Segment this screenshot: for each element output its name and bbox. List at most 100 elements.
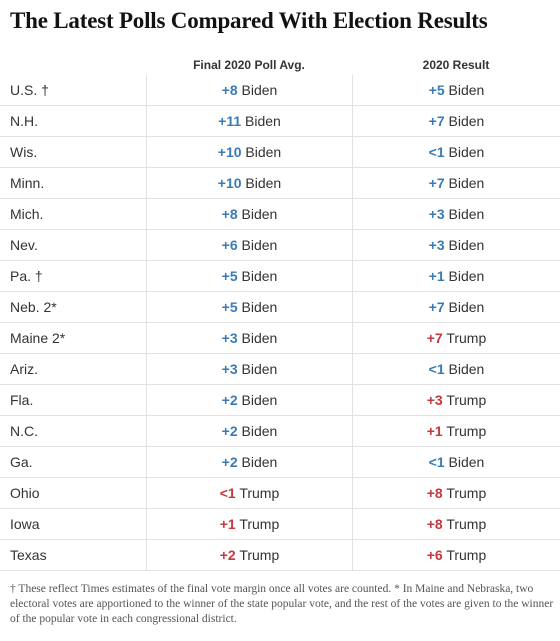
result-candidate: Biden: [448, 82, 485, 98]
poll-margin: +2: [221, 423, 238, 439]
result-candidate: Biden: [448, 299, 485, 315]
result-cell: <1 Biden: [352, 447, 560, 477]
result-candidate: Trump: [446, 392, 487, 408]
poll-cell: +2 Biden: [146, 385, 352, 415]
table-row: Ohio <1 Trump +8 Trump: [0, 478, 560, 509]
poll-candidate: Biden: [241, 361, 278, 377]
result-margin: +7: [428, 113, 445, 129]
result-margin: +1: [428, 268, 445, 284]
state-label: Nev.: [10, 237, 38, 253]
state-label: Minn.: [10, 175, 45, 191]
table-row: Texas +2 Trump +6 Trump: [0, 540, 560, 571]
table-row: Ga. +2 Biden <1 Biden: [0, 447, 560, 478]
result-margin: +7: [428, 175, 445, 191]
result-margin: +7: [428, 299, 445, 315]
table-row: Neb. 2* +5 Biden +7 Biden: [0, 292, 560, 323]
table-header: Final 2020 Poll Avg. 2020 Result: [0, 58, 560, 76]
poll-candidate: Biden: [241, 392, 278, 408]
poll-margin: +11: [218, 113, 242, 129]
result-cell: +7 Trump: [352, 323, 560, 353]
result-candidate: Biden: [448, 175, 485, 191]
result-margin: +5: [428, 82, 445, 98]
state-label: N.H.: [10, 113, 38, 129]
result-margin: +6: [426, 547, 443, 563]
table-row: Fla. +2 Biden +3 Trump: [0, 385, 560, 416]
state-label: Texas: [10, 547, 47, 563]
poll-margin: <1: [219, 485, 236, 501]
poll-cell: +2 Biden: [146, 447, 352, 477]
poll-margin: +3: [221, 361, 238, 377]
poll-margin: +8: [221, 206, 238, 222]
result-candidate: Biden: [448, 268, 485, 284]
result-margin: +8: [426, 485, 443, 501]
poll-candidate: Biden: [241, 454, 278, 470]
result-cell: +7 Biden: [352, 292, 560, 322]
poll-cell: <1 Trump: [146, 478, 352, 508]
state-label: Wis.: [10, 144, 38, 160]
poll-cell: +6 Biden: [146, 230, 352, 260]
result-cell: +3 Trump: [352, 385, 560, 415]
result-candidate: Biden: [448, 454, 485, 470]
poll-cell: +10 Biden: [146, 137, 352, 167]
result-candidate: Biden: [448, 144, 485, 160]
poll-cell: +3 Biden: [146, 323, 352, 353]
result-margin: +3: [428, 206, 445, 222]
poll-candidate: Biden: [245, 175, 282, 191]
result-candidate: Trump: [446, 485, 487, 501]
result-margin: <1: [428, 454, 445, 470]
state-label: Pa. †: [10, 268, 43, 284]
poll-cell: +5 Biden: [146, 261, 352, 291]
result-margin: +1: [426, 423, 443, 439]
poll-margin: +10: [217, 175, 242, 191]
poll-margin: +10: [217, 144, 242, 160]
result-margin: +3: [426, 392, 443, 408]
result-cell: +6 Trump: [352, 540, 560, 570]
state-label: Maine 2*: [10, 330, 66, 346]
table-row: Iowa +1 Trump +8 Trump: [0, 509, 560, 540]
poll-margin: +5: [221, 268, 238, 284]
poll-margin: +6: [221, 237, 238, 253]
poll-margin: +2: [221, 454, 238, 470]
result-cell: <1 Biden: [352, 137, 560, 167]
poll-cell: +2 Biden: [146, 416, 352, 446]
result-cell: +8 Trump: [352, 478, 560, 508]
table-row: N.C. +2 Biden +1 Trump: [0, 416, 560, 447]
poll-candidate: Trump: [239, 516, 280, 532]
result-candidate: Trump: [446, 547, 487, 563]
state-label: Neb. 2*: [10, 299, 57, 315]
column-header-poll: Final 2020 Poll Avg.: [193, 58, 305, 72]
result-cell: +5 Biden: [352, 75, 560, 105]
polls-comparison-table: Final 2020 Poll Avg. 2020 Result U.S. † +…: [0, 58, 560, 571]
poll-margin: +1: [219, 516, 236, 532]
state-label: Ariz.: [10, 361, 38, 377]
poll-cell: +5 Biden: [146, 292, 352, 322]
table-row: U.S. † +8 Biden +5 Biden: [0, 75, 560, 106]
column-header-result: 2020 Result: [422, 58, 490, 72]
poll-cell: +8 Biden: [146, 199, 352, 229]
state-label: Ohio: [10, 485, 40, 501]
result-candidate: Biden: [448, 361, 485, 377]
poll-candidate: Trump: [239, 485, 280, 501]
poll-cell: +10 Biden: [146, 168, 352, 198]
poll-candidate: Biden: [241, 423, 278, 439]
result-cell: <1 Biden: [352, 354, 560, 384]
footnote: † These reflect Times estimates of the f…: [10, 583, 554, 625]
table-row: Maine 2* +3 Biden +7 Trump: [0, 323, 560, 354]
state-label: U.S. †: [10, 82, 49, 98]
table-row: Ariz. +3 Biden <1 Biden: [0, 354, 560, 385]
state-label: Iowa: [10, 516, 40, 532]
table-row: Wis. +10 Biden <1 Biden: [0, 137, 560, 168]
table-row: N.H. +11 Biden +7 Biden: [0, 106, 560, 137]
poll-candidate: Biden: [245, 144, 282, 160]
result-candidate: Biden: [448, 237, 485, 253]
result-cell: +7 Biden: [352, 106, 560, 136]
poll-cell: +1 Trump: [146, 509, 352, 539]
poll-cell: +2 Trump: [146, 540, 352, 570]
result-candidate: Trump: [446, 423, 487, 439]
result-margin: +7: [426, 330, 443, 346]
poll-candidate: Biden: [241, 268, 278, 284]
result-candidate: Trump: [446, 330, 487, 346]
result-cell: +3 Biden: [352, 199, 560, 229]
poll-margin: +2: [221, 392, 238, 408]
result-cell: +3 Biden: [352, 230, 560, 260]
